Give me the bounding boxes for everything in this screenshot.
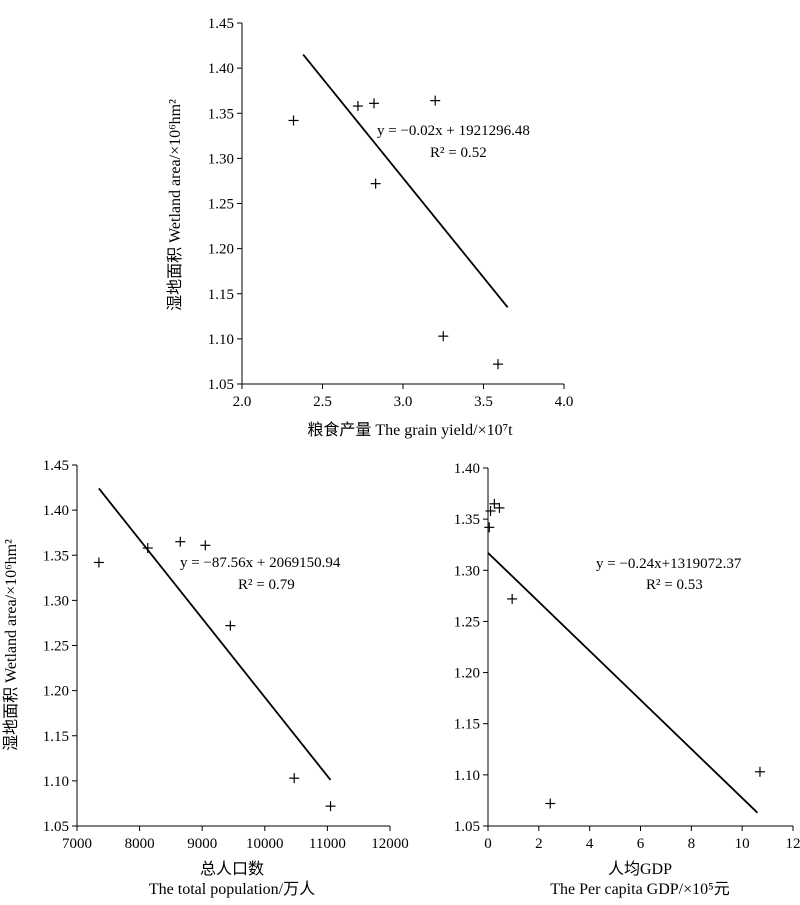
y-tick-label: 1.10: [208, 332, 234, 348]
x-tick-label: 12000: [371, 836, 409, 852]
y-tick-label: 1.35: [454, 512, 480, 528]
tick-marks: [483, 467, 794, 831]
data-point: [93, 557, 104, 568]
x-tick-label: 3.0: [394, 394, 413, 410]
x-tick-label: 6: [637, 836, 645, 852]
y-tick-label: 1.35: [208, 106, 234, 122]
x-tick-label: 10: [735, 836, 750, 852]
data-point: [325, 801, 336, 812]
y-tick-label: 1.35: [43, 548, 69, 564]
y-tick-label: 1.20: [208, 242, 234, 258]
x-tick-label: 8: [688, 836, 696, 852]
y-tick-label: 1.40: [43, 503, 69, 519]
y-tick-label: 1.25: [208, 197, 234, 213]
chart-total-population: 7000 8000 9000 10000 11000 12000 1.05 1.10 1.15…: [2, 458, 409, 898]
x-tick-label: 12: [786, 836, 800, 852]
x-tick-label: 2.5: [313, 394, 332, 410]
data-point: [142, 543, 153, 554]
data-point: [289, 773, 300, 784]
trendline: [487, 552, 759, 814]
data-point: [370, 178, 381, 189]
y-tick-label: 1.25: [43, 639, 69, 655]
y-axis-title: 湿地面积 Wetland area/×10⁶hm²: [166, 99, 184, 311]
chart-per-capita-gdp: 0 2 4 6 8 10 12 1.051.101.151.201.251.301.351.…: [454, 461, 800, 898]
data-point: [175, 536, 186, 547]
data-point: [369, 98, 380, 109]
data-point: [430, 95, 441, 106]
y-tick-label: 1.45: [208, 16, 234, 32]
y-tick-label: 1.30: [43, 593, 69, 609]
r-squared: R² = 0.79: [238, 577, 295, 593]
y-tick-label: 1.05: [454, 819, 480, 835]
data-point: [489, 498, 500, 509]
x-tick-label: 2: [535, 836, 543, 852]
y-tick-label: 1.05: [208, 377, 234, 393]
data-point: [754, 766, 765, 777]
x-tick-label: 7000: [62, 836, 92, 852]
data-point: [288, 115, 299, 126]
y-tick-label: 1.40: [208, 61, 234, 77]
x-tick-label: 2.0: [233, 394, 252, 410]
x-axis-title: 粮食产量 The grain yield/×10⁷t: [307, 421, 513, 439]
y-tick-label: 1.30: [454, 563, 480, 579]
data-point: [225, 620, 236, 631]
r-squared: R² = 0.53: [646, 577, 703, 593]
x-axis-title: 总人口数: [200, 860, 264, 878]
x-tick-label: 4: [586, 836, 594, 852]
x-axis-subtitle: The Per capita GDP/×10⁵元: [550, 881, 729, 898]
data-point: [438, 331, 449, 342]
x-tick-label: 4.0: [555, 394, 574, 410]
y-axis-title: 湿地面积 Wetland area/×10⁶hm²: [2, 539, 20, 751]
y-tick-labels: 1.05 1.10 1.15 1.20 1.25 1.30 1.35 1.40: [454, 461, 480, 835]
y-tick-label: 1.45: [43, 458, 69, 474]
data-point: [492, 359, 503, 370]
trendline: [98, 487, 332, 781]
x-tick-label: 10000: [246, 836, 284, 852]
r-squared: R² = 0.52: [430, 145, 487, 161]
y-tick-labels: 1.05 1.10 1.15 1.20 1.25 1.30 1.35 1.40 1.45: [208, 16, 234, 393]
data-point: [352, 101, 363, 112]
x-tick-labels: 0 2 4 6 8 10 12: [484, 836, 800, 852]
data-point: [484, 522, 495, 533]
y-tick-label: 1.05: [43, 819, 69, 835]
x-tick-label: 9000: [187, 836, 217, 852]
tick-marks: [237, 22, 565, 389]
x-tick-label: 0: [484, 836, 492, 852]
regression-equation: y = −0.02x + 1921296.48: [377, 123, 530, 139]
y-tick-label: 1.10: [43, 774, 69, 790]
y-tick-label: 1.15: [43, 729, 69, 745]
y-tick-label: 1.20: [454, 666, 480, 682]
data-points: [93, 536, 336, 812]
x-tick-labels: 2.0 2.5 3.0 3.5 4.0: [233, 394, 574, 410]
data-points: [288, 95, 503, 370]
x-tick-labels: 7000 8000 9000 10000 11000 12000: [62, 836, 409, 852]
tick-marks: [72, 464, 391, 831]
y-tick-label: 1.40: [454, 461, 480, 477]
x-axis-title: 人均GDP: [608, 860, 672, 878]
data-point: [485, 505, 496, 516]
chart-grain-yield: 2.0 2.5 3.0 3.5 4.0 1.05 1.10 1.15 1.20 1.25 1.30…: [166, 16, 573, 439]
data-point: [494, 502, 505, 513]
y-tick-label: 1.15: [454, 717, 480, 733]
trendline: [302, 54, 509, 308]
x-tick-label: 3.5: [474, 394, 493, 410]
y-tick-label: 1.30: [208, 151, 234, 167]
data-point: [545, 798, 556, 809]
regression-equation: y = −87.56x + 2069150.94: [180, 555, 341, 571]
data-point: [200, 540, 211, 551]
x-tick-label: 11000: [309, 836, 346, 852]
y-tick-label: 1.20: [43, 684, 69, 700]
y-tick-label: 1.10: [454, 768, 480, 784]
x-axis-subtitle: The total population/万人: [149, 880, 315, 898]
regression-equation: y = −0.24x+1319072.37: [596, 556, 742, 572]
x-tick-label: 8000: [125, 836, 155, 852]
y-tick-labels: 1.05 1.10 1.15 1.20 1.25 1.30 1.35 1.40 1.45: [43, 458, 69, 835]
y-tick-label: 1.15: [208, 287, 234, 303]
data-point: [507, 593, 518, 604]
y-tick-label: 1.25: [454, 614, 480, 630]
data-points: [484, 498, 765, 809]
